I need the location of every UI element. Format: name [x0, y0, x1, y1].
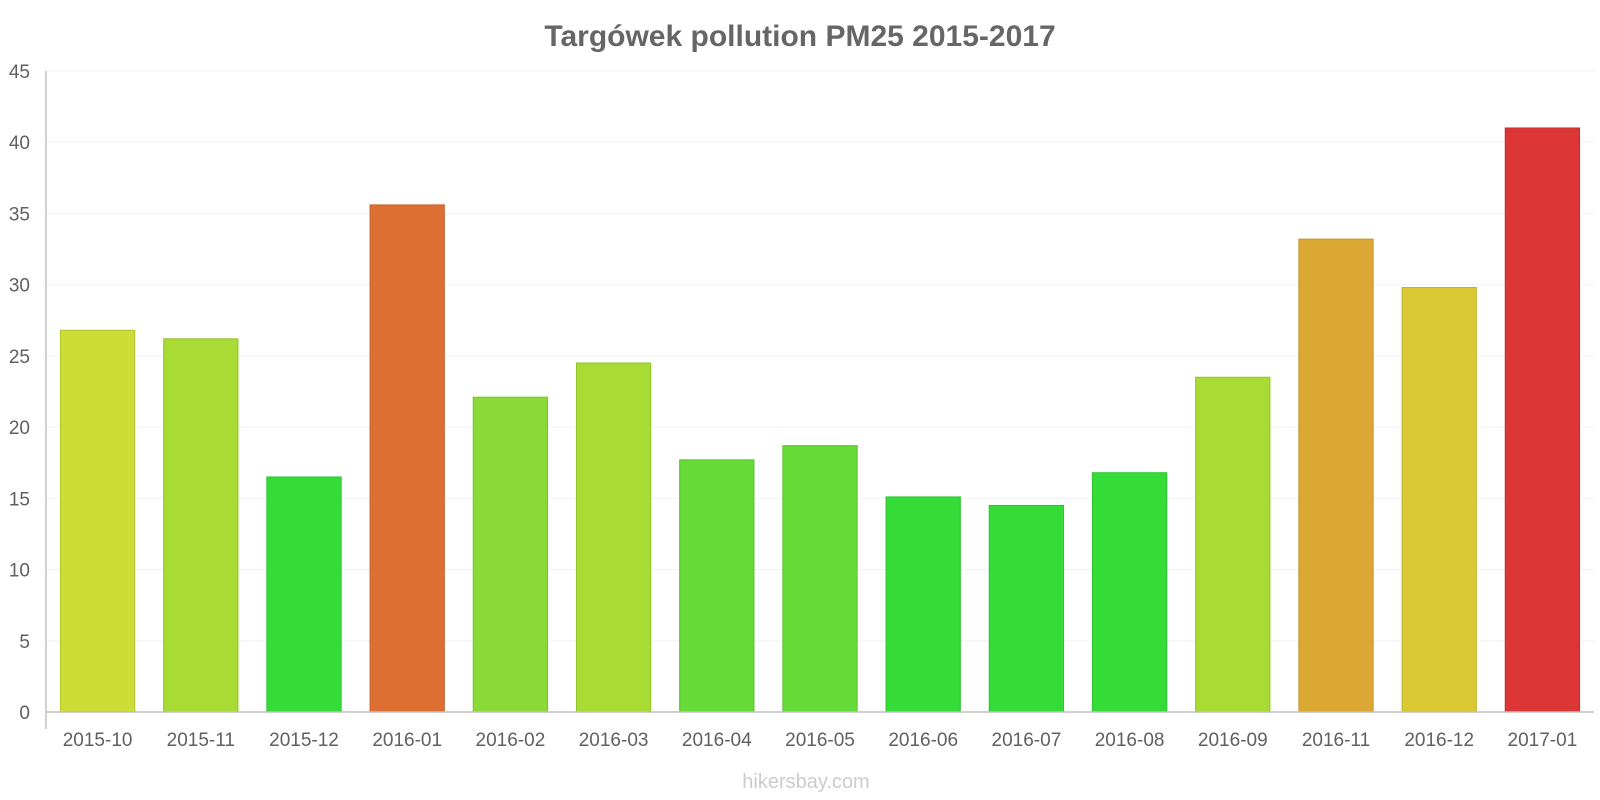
bar-2016-07[interactable] — [988, 504, 1065, 713]
y-tick-label: 10 — [9, 561, 30, 582]
x-tick-label: 2016-11 — [1302, 730, 1370, 751]
y-tick-label: 40 — [9, 133, 30, 154]
bar-2016-11[interactable] — [1298, 238, 1374, 713]
y-tick-label: 5 — [19, 632, 30, 653]
watermark[interactable]: hikersbay.com — [742, 771, 869, 793]
bar-2016-08[interactable] — [1091, 472, 1168, 713]
x-tick-label: 2016-07 — [992, 730, 1062, 751]
bar-2016-04[interactable] — [679, 459, 755, 713]
x-tick-label: 2016-05 — [785, 730, 855, 751]
x-tick-label: 2016-12 — [1404, 730, 1474, 751]
y-tick-label: 20 — [9, 418, 30, 439]
y-tick-label: 35 — [9, 204, 30, 225]
bar-2016-06[interactable] — [885, 496, 961, 713]
x-tick-labels: 2015-10 2015-11 2015-12 2016-01 2016-02 2016-… — [63, 730, 1578, 751]
bar-2015-11[interactable] — [163, 338, 239, 713]
x-tick-label: 2015-10 — [63, 730, 133, 751]
y-tick-label: 25 — [9, 347, 30, 368]
chart-title: Targówek pollution PM25 2015-2017 — [544, 20, 1055, 53]
bar-2016-02[interactable] — [472, 396, 549, 713]
y-tick-label: 15 — [9, 489, 30, 510]
y-tick-label: 0 — [19, 703, 30, 724]
bar-2015-12[interactable] — [266, 476, 342, 713]
bar-2015-10[interactable] — [59, 329, 136, 713]
bar-2016-05[interactable] — [782, 445, 858, 713]
bar-2016-09[interactable] — [1195, 376, 1271, 713]
y-tick-labels: 0 5 10 15 20 25 30 35 40 45 — [9, 62, 30, 724]
x-tick-label: 2016-02 — [476, 730, 546, 751]
x-tick-label: 2015-12 — [269, 730, 339, 751]
y-tick-label: 45 — [9, 62, 30, 83]
axes — [45, 71, 1594, 729]
bars — [59, 127, 1581, 713]
x-tick-label: 2016-04 — [682, 730, 752, 751]
x-tick-label: 2016-09 — [1198, 730, 1268, 751]
bar-2016-01[interactable] — [369, 204, 445, 713]
y-tick-label: 30 — [9, 276, 30, 297]
x-tick-label: 2016-08 — [1095, 730, 1165, 751]
x-tick-label: 2016-03 — [579, 730, 649, 751]
bar-2017-01[interactable] — [1504, 127, 1581, 713]
bar-2016-03[interactable] — [575, 362, 652, 713]
x-tick-label: 2017-01 — [1508, 730, 1578, 751]
bar-2016-12[interactable] — [1401, 287, 1477, 713]
x-tick-label: 2016-06 — [888, 730, 958, 751]
x-tick-label: 2016-01 — [372, 730, 442, 751]
x-tick-label: 2015-11 — [167, 730, 235, 751]
